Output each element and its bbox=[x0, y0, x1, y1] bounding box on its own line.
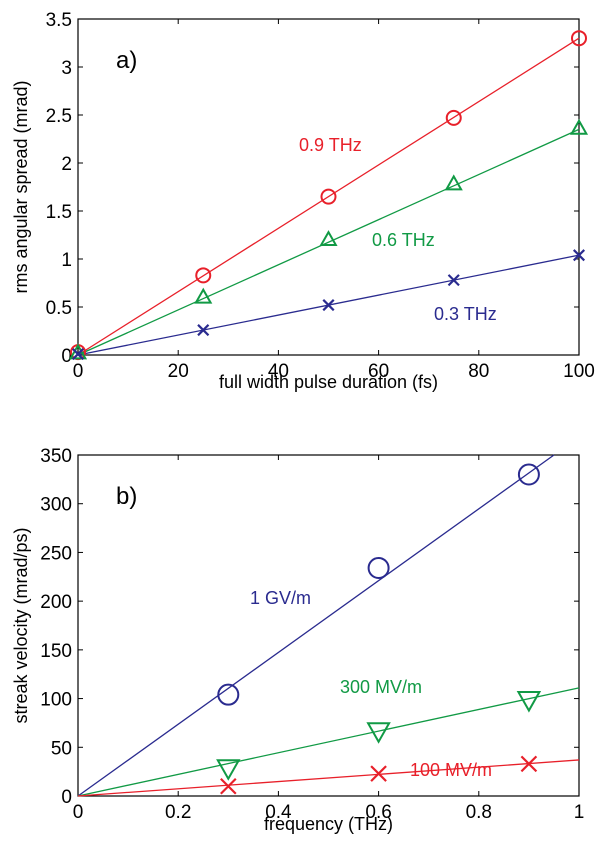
y-axis-title: streak velocity (mrad/ps) bbox=[11, 527, 31, 723]
fit-line-0-6-thz bbox=[77, 128, 580, 356]
y-tick-label: 150 bbox=[40, 641, 72, 662]
y-tick-label: 250 bbox=[40, 543, 72, 564]
y-tick-label: 1 bbox=[61, 250, 72, 271]
data-point-300-mv-m bbox=[216, 759, 241, 781]
axis-ticks: 0 20 40 60 80 100 0 0.5 1 1.5 2 2.5 3 3.5 bbox=[46, 10, 595, 382]
data-point-0-9-thz bbox=[445, 109, 462, 126]
x-tick-label: 40 bbox=[268, 361, 289, 382]
y-tick-label: 3 bbox=[61, 58, 72, 79]
x-tick-label: 0 bbox=[73, 361, 84, 382]
fit-line-100-mv-m bbox=[77, 759, 580, 797]
data-point-0-3-thz bbox=[197, 324, 210, 337]
fit-line-1-gv-m bbox=[77, 454, 555, 797]
fit-lines bbox=[77, 37, 580, 356]
series-label-0-6-thz: 0.6 THz bbox=[372, 230, 435, 250]
axis-ticks: 0 0.2 0.4 0.6 0.8 1 0 50 100 150 200 250 300 350 bbox=[40, 446, 584, 823]
data-point-0-9-thz bbox=[195, 267, 212, 284]
x-tick-label: 0.2 bbox=[165, 802, 191, 823]
y-tick-label: 300 bbox=[40, 495, 72, 516]
panel-label: b) bbox=[116, 483, 137, 510]
x-axis-title: full width pulse duration (fs) bbox=[219, 372, 438, 392]
x-tick-label: 0.4 bbox=[265, 802, 292, 823]
y-axis-title: rms angular spread (mrad) bbox=[11, 80, 31, 293]
plot-area-frame bbox=[77, 18, 580, 356]
chart-panel-a: 0 20 40 60 80 100 0 0.5 1 1.5 2 2.5 3 3.5 a) full wid… bbox=[11, 10, 595, 392]
data-markers bbox=[216, 463, 542, 795]
x-tick-label: 0 bbox=[73, 802, 84, 823]
series-label-1-gv-m: 1 GV/m bbox=[250, 588, 311, 608]
fit-lines bbox=[77, 454, 580, 797]
data-point-100-mv-m bbox=[220, 777, 237, 795]
panel-label: a) bbox=[116, 47, 137, 74]
y-tick-label: 350 bbox=[40, 446, 72, 467]
data-point-0-3-thz bbox=[71, 348, 85, 361]
data-point-100-mv-m bbox=[370, 765, 387, 782]
y-tick-label: 0.5 bbox=[46, 298, 72, 319]
fit-line-0-9-thz bbox=[77, 37, 580, 356]
x-tick-label: 0.8 bbox=[466, 802, 492, 823]
data-point-300-mv-m bbox=[366, 722, 391, 744]
x-axis-title: frequency (THz) bbox=[264, 814, 393, 834]
x-tick-label: 0.6 bbox=[365, 802, 391, 823]
data-point-1-gv-m bbox=[217, 683, 240, 706]
y-tick-label: 200 bbox=[40, 592, 72, 613]
y-tick-label: 0 bbox=[61, 346, 72, 367]
plot-area-frame bbox=[77, 454, 580, 797]
data-point-0-6-thz bbox=[194, 287, 213, 304]
y-tick-label: 1.5 bbox=[46, 202, 72, 223]
data-point-0-6-thz bbox=[319, 230, 338, 247]
data-point-0-6-thz bbox=[569, 118, 589, 135]
x-tick-label: 60 bbox=[368, 361, 389, 382]
x-tick-label: 80 bbox=[468, 361, 489, 382]
x-tick-label: 20 bbox=[168, 361, 189, 382]
data-point-300-mv-m bbox=[516, 691, 542, 713]
data-point-0-3-thz bbox=[447, 274, 460, 287]
x-tick-label: 1 bbox=[574, 802, 585, 823]
y-tick-label: 2.5 bbox=[46, 106, 72, 127]
data-point-1-gv-m bbox=[517, 463, 540, 486]
series-label-100-mv-m: 100 MV/m bbox=[410, 760, 492, 780]
y-tick-label: 2 bbox=[61, 154, 72, 175]
y-tick-label: 50 bbox=[51, 738, 72, 759]
data-point-1-gv-m bbox=[367, 557, 390, 580]
fit-line-300-mv-m bbox=[77, 687, 580, 797]
series-label-300-mv-m: 300 MV/m bbox=[340, 677, 422, 697]
series-label-0-3-thz: 0.3 THz bbox=[434, 304, 497, 324]
x-tick-label: 100 bbox=[563, 361, 595, 382]
data-point-0-3-thz bbox=[322, 299, 335, 312]
data-markers bbox=[68, 30, 589, 361]
y-tick-label: 3.5 bbox=[46, 10, 72, 31]
data-point-100-mv-m bbox=[520, 755, 538, 773]
data-point-0-3-thz bbox=[572, 249, 586, 262]
y-tick-label: 0 bbox=[61, 787, 72, 808]
chart-panel-b: 0 0.2 0.4 0.6 0.8 1 0 50 100 150 200 250 300 350 b) f… bbox=[11, 446, 585, 834]
data-point-0-9-thz bbox=[320, 188, 337, 205]
series-label-0-9-thz: 0.9 THz bbox=[299, 135, 362, 155]
y-tick-label: 100 bbox=[40, 690, 72, 711]
data-point-0-6-thz bbox=[444, 174, 463, 191]
data-point-0-9-thz bbox=[571, 30, 587, 47]
